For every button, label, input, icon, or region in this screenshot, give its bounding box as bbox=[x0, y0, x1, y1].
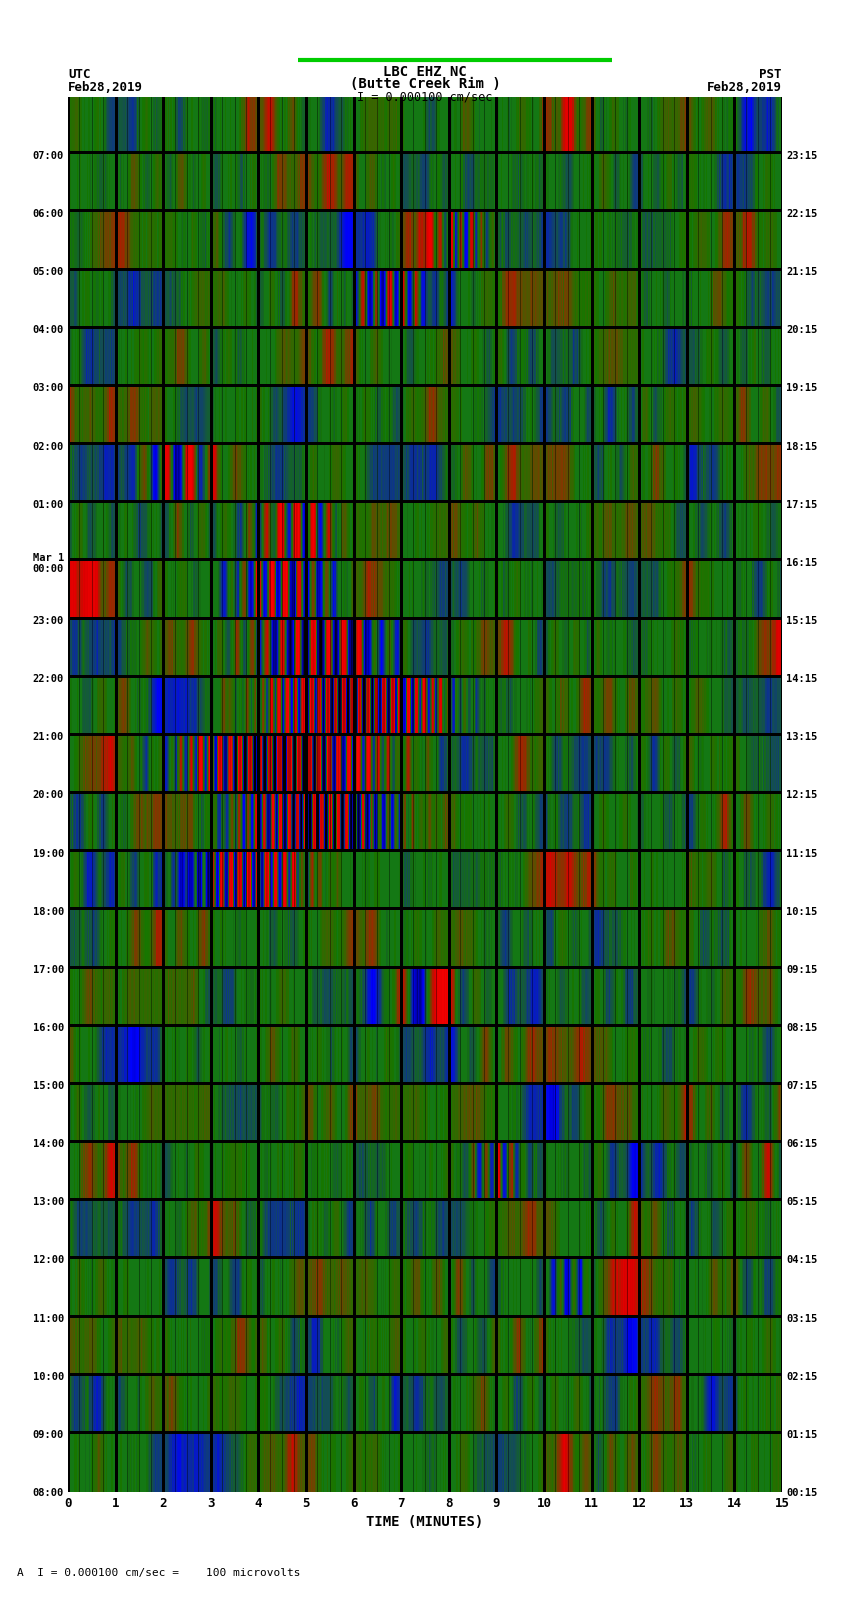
Text: UTC: UTC bbox=[68, 68, 90, 81]
X-axis label: TIME (MINUTES): TIME (MINUTES) bbox=[366, 1516, 484, 1529]
Text: Feb28,2019: Feb28,2019 bbox=[68, 81, 143, 94]
Text: Feb28,2019: Feb28,2019 bbox=[707, 81, 782, 94]
Text: I = 0.000100 cm/sec: I = 0.000100 cm/sec bbox=[357, 90, 493, 103]
Text: (Butte Creek Rim ): (Butte Creek Rim ) bbox=[349, 77, 501, 92]
Text: PST: PST bbox=[760, 68, 782, 81]
Text: LBC EHZ NC: LBC EHZ NC bbox=[383, 65, 467, 79]
Text: A  I = 0.000100 cm/sec =    100 microvolts: A I = 0.000100 cm/sec = 100 microvolts bbox=[17, 1568, 301, 1578]
